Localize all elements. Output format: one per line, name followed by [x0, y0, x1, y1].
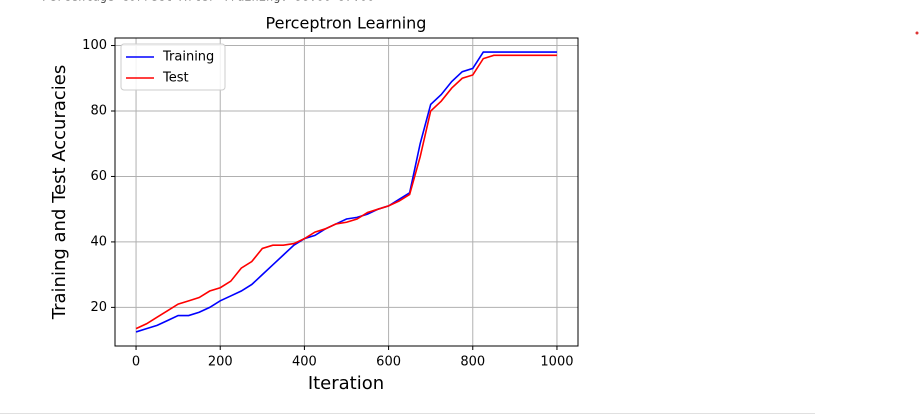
- plot-frame: [114, 37, 579, 347]
- x-tick-label: 800: [460, 355, 485, 370]
- x-tick-label: 600: [376, 355, 401, 370]
- x-tick-label: 200: [208, 355, 233, 370]
- legend-label: Test: [162, 71, 189, 86]
- y-tick-label: 60: [90, 169, 107, 184]
- y-axis-label: Training and Test Accuracies: [49, 65, 70, 320]
- marker-dot: [915, 31, 919, 35]
- output-text: Percentage Correct After Training: 98.00…: [42, 0, 374, 4]
- x-tick-label: 0: [132, 355, 140, 370]
- legend-label: Training: [162, 50, 214, 65]
- x-axis-label: Iteration: [308, 373, 384, 394]
- y-tick-label: 40: [90, 234, 107, 249]
- series-line: [135, 54, 557, 330]
- y-tick-label: 80: [90, 103, 107, 118]
- x-tick-label: 400: [292, 355, 317, 370]
- y-tick-label: 20: [90, 300, 107, 315]
- series-line: [135, 51, 557, 333]
- chart-title: Perceptron Learning: [266, 14, 427, 33]
- x-tick-label: 1000: [540, 355, 573, 370]
- y-tick-label: 100: [82, 38, 107, 53]
